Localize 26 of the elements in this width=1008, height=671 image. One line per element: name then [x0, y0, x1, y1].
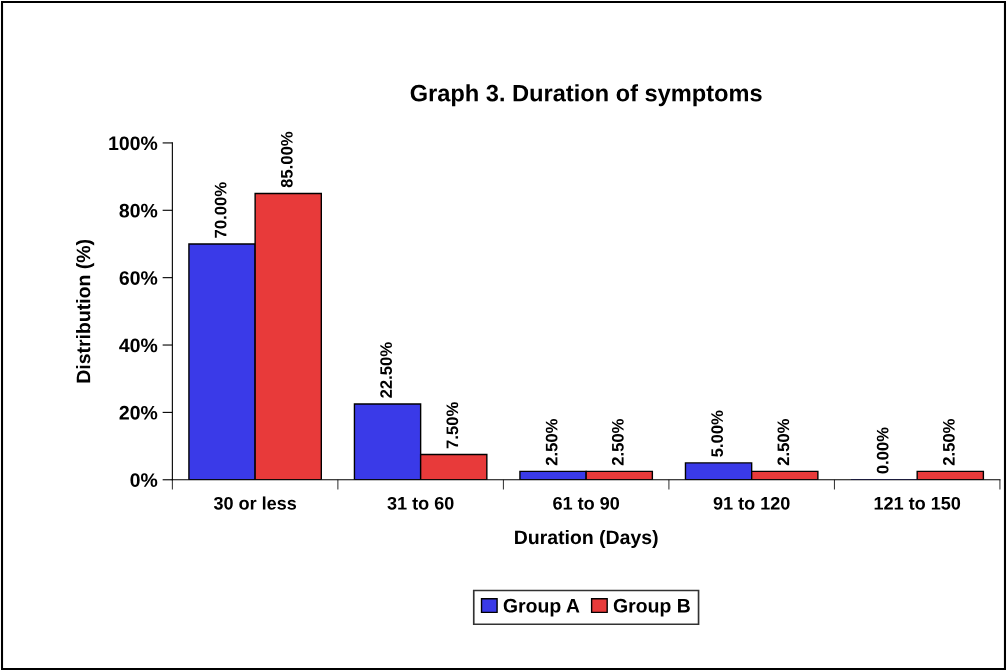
chart-title: Graph 3. Duration of symptoms [410, 84, 762, 107]
data-label: 85.00% [280, 131, 293, 188]
legend-label: Group A [503, 598, 580, 617]
y-axis-title: Distribution (%) [76, 239, 95, 383]
data-label: 70.00% [214, 182, 227, 238]
x-axis-title: Duration (Days) [515, 529, 658, 549]
data-label: 22.50% [380, 342, 393, 398]
data-label: 2.50% [777, 418, 790, 466]
y-tick-label: 60% [119, 271, 158, 285]
x-tick-label: 121 to 150 [874, 496, 961, 510]
data-label: 7.50% [446, 402, 459, 449]
data-label: 2.50% [545, 418, 558, 466]
legend-label: Group B [613, 598, 690, 617]
x-tick-label: 61 to 90 [553, 496, 620, 510]
data-label: 0.00% [876, 427, 889, 474]
x-tick-label: 31 to 60 [387, 496, 454, 510]
data-label: 2.50% [611, 418, 624, 466]
x-tick-label: 91 to 120 [713, 496, 790, 510]
y-tick-label: 0% [130, 473, 158, 487]
y-tick-label: 80% [119, 203, 158, 218]
y-tick-label: 100% [109, 136, 158, 151]
y-tick-label: 20% [119, 405, 158, 420]
data-label: 2.50% [942, 418, 955, 466]
x-tick-label: 30 or less [213, 496, 297, 510]
data-label: 5.00% [711, 410, 724, 457]
y-tick-label: 40% [119, 338, 158, 353]
